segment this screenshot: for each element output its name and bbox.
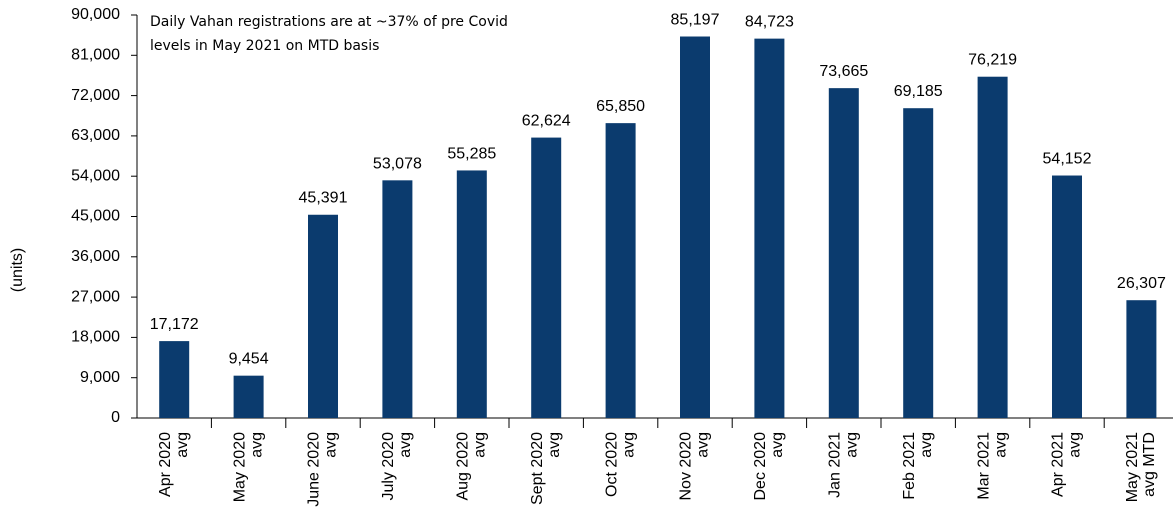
value-label: 45,391 [299,190,348,207]
value-label: 76,219 [968,52,1017,69]
x-tick-label: avg [472,432,489,458]
y-axis-label: (units) [9,248,26,292]
x-tick-label: Mar 2021 [975,432,992,500]
bar [1052,175,1082,418]
bar [531,137,562,418]
y-tick-label: 72,000 [71,87,120,104]
y-tick-label: 36,000 [71,248,120,265]
y-tick-label: 54,000 [71,167,120,184]
x-tick-label: avg [397,432,414,458]
x-tick-label: avg [844,432,861,458]
annotation: levels in May 2021 on MTD basis [150,38,379,54]
x-tick-label: May 2020 [231,432,248,502]
x-tick-label: avg [546,432,563,458]
value-label: 73,665 [819,63,868,80]
bar [1126,300,1157,418]
bar [828,88,859,418]
y-tick-label: 45,000 [71,208,120,225]
y-tick-label: 9,000 [80,369,120,386]
x-tick-label: avg [992,432,1009,458]
x-tick-label: Dec 2020 [752,432,769,501]
value-label: 9,454 [229,351,269,368]
y-tick-label: 81,000 [71,47,120,64]
value-label: 85,197 [671,12,720,29]
value-label: 62,624 [522,113,571,130]
x-tick-label: Jan 2021 [827,432,844,498]
y-tick-label: 18,000 [71,329,120,346]
bar [233,375,264,418]
x-tick-label: avg MTD [1141,432,1158,497]
value-label: 84,723 [745,14,794,31]
value-label: 65,850 [596,98,645,115]
x-tick-label: avg [323,432,340,458]
x-tick-label: Sept 2020 [529,432,546,505]
x-tick-label: avg [695,432,712,458]
bar [605,123,636,418]
x-tick-label: July 2020 [380,432,397,501]
y-tick-label: 0 [111,409,120,426]
x-tick-label: avg [174,432,191,458]
value-label: 69,185 [894,83,943,100]
x-tick-label: June 2020 [306,432,323,507]
bar [903,108,934,418]
bar [382,180,413,418]
x-tick-label: avg [248,432,265,458]
x-tick-label: Nov 2020 [678,432,695,501]
x-tick-label: avg [1067,432,1084,458]
bar [977,76,1008,418]
bar [308,214,338,418]
y-tick-label: 90,000 [71,6,120,23]
value-label: 54,152 [1043,151,1092,168]
bar [754,38,785,418]
bar [680,36,710,418]
x-tick-label: Oct 2020 [603,432,620,497]
x-tick-label: avg [918,432,935,458]
bar [159,341,190,418]
x-tick-label: May 2021 [1124,432,1141,502]
value-label: 53,078 [373,155,422,172]
x-tick-label: Aug 2020 [455,432,472,501]
x-tick-label: Apr 2020 [157,432,174,497]
bar [456,170,487,418]
x-tick-label: Apr 2021 [1050,432,1067,497]
x-tick-label: avg [620,432,637,458]
x-tick-label: Feb 2021 [901,432,918,500]
value-label: 17,172 [150,316,199,333]
y-tick-label: 63,000 [71,127,120,144]
x-tick-label: avg [769,432,786,458]
value-label: 55,285 [447,145,496,162]
y-tick-label: 27,000 [71,288,120,305]
value-label: 26,307 [1117,275,1166,292]
annotation: Daily Vahan registrations are at ~37% of… [150,14,508,30]
